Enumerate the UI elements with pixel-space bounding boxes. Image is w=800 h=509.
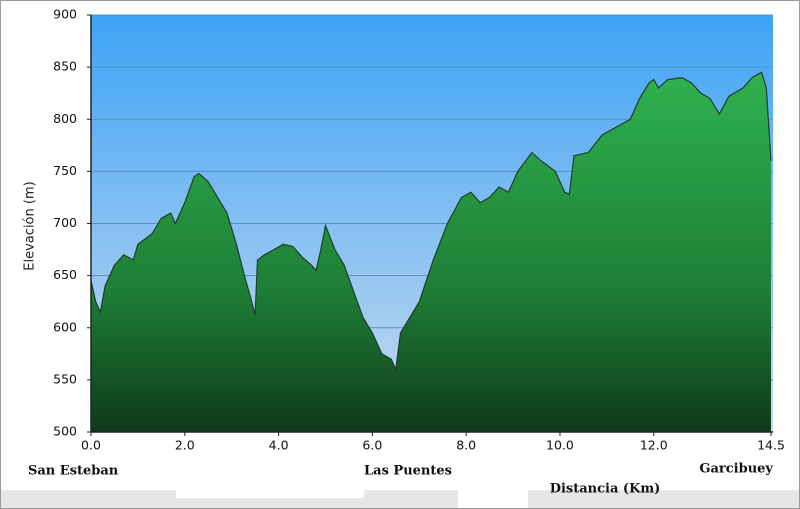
x-tick-label: 6.0 [362, 438, 382, 453]
y-tick-label: 700 [53, 215, 77, 230]
place-label: Garcibuey [699, 462, 773, 477]
x-tick-label: 12.0 [640, 438, 668, 453]
y-tick-label: 600 [53, 319, 77, 334]
y-axis-title: Elevación (m) [23, 181, 38, 270]
area [91, 72, 771, 433]
y-tick-label: 650 [53, 267, 77, 282]
x-tick-label: 10.0 [546, 438, 574, 453]
y-tick-label: 900 [53, 7, 77, 22]
area-outline [90, 71, 772, 372]
place-label: San Esteban [28, 464, 119, 479]
footer-gap [458, 490, 528, 508]
x-tick-label: 4.0 [269, 438, 289, 453]
y-tick-label: 550 [53, 371, 77, 386]
x-tick-label: 2.0 [175, 438, 195, 453]
y-tick-label: 750 [53, 163, 77, 178]
x-tick-label: 14.5 [757, 438, 785, 453]
x-tick-label: 8.0 [456, 438, 476, 453]
x-axis-title: Distancia (Km) [550, 482, 661, 497]
place-label: Las Puentes [364, 464, 452, 479]
footer-gap [176, 490, 364, 498]
y-tick-label: 800 [53, 111, 77, 126]
y-tick-label: 850 [53, 59, 77, 74]
footer-strip [1, 490, 799, 508]
y-tick-label: 500 [53, 424, 77, 439]
x-tick-label: 0.0 [81, 438, 101, 453]
